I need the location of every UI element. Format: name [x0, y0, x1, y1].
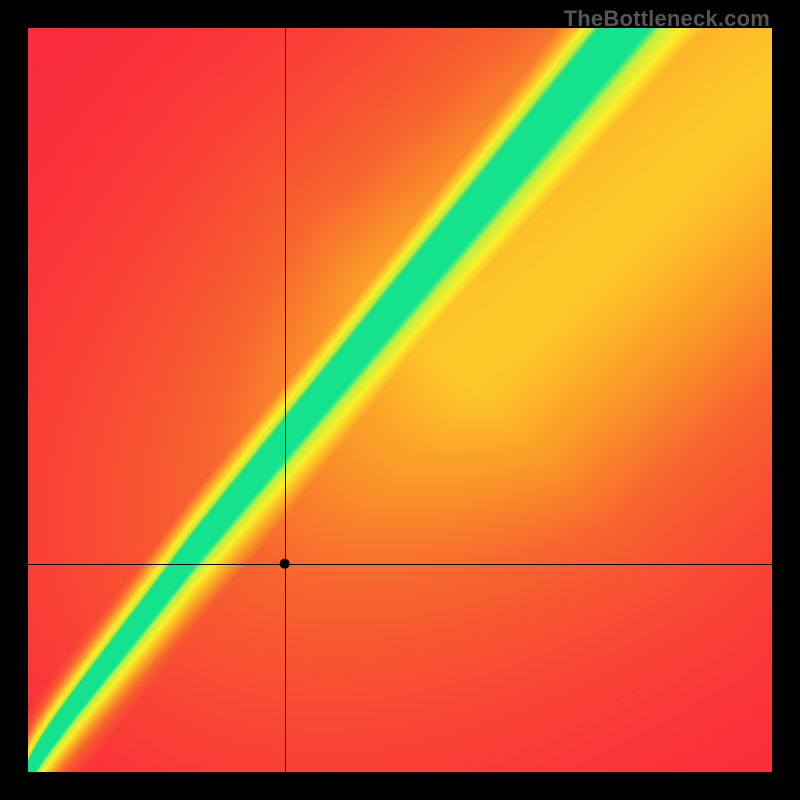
- watermark-text: TheBottleneck.com: [564, 6, 770, 32]
- chart-container: TheBottleneck.com: [0, 0, 800, 800]
- bottleneck-heatmap-canvas: [0, 0, 800, 800]
